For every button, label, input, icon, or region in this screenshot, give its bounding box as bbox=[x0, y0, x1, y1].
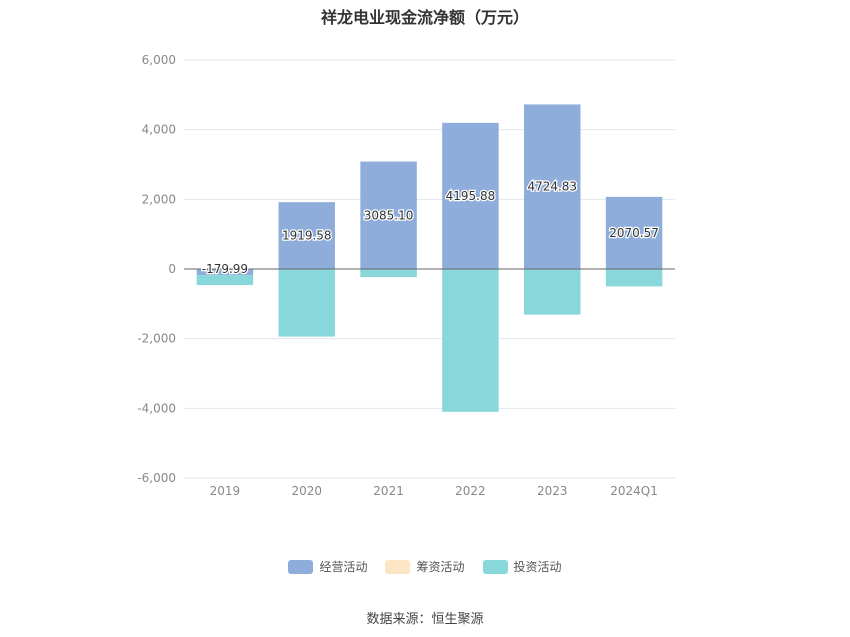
source-note: 数据来源：恒生聚源 bbox=[366, 612, 484, 627]
bar bbox=[278, 202, 335, 269]
legend-swatch-investing bbox=[482, 559, 508, 574]
legend-item-operating[interactable]: 经营活动 bbox=[288, 558, 367, 575]
x-tick-label: 2019 bbox=[210, 484, 241, 498]
x-tick-label: 2024Q1 bbox=[610, 484, 658, 498]
bar bbox=[442, 122, 499, 270]
data-label: -179.99 bbox=[202, 262, 248, 276]
bar bbox=[278, 269, 335, 337]
data-label: 4195.88 bbox=[446, 189, 496, 203]
bar bbox=[360, 161, 417, 269]
y-tick-label: -2,000 bbox=[137, 332, 176, 346]
legend-label-financing: 筹资活动 bbox=[416, 560, 465, 574]
chart-title: 祥龙电业现金流净额（万元） bbox=[320, 8, 529, 27]
legend-item-investing[interactable]: 投资活动 bbox=[482, 558, 562, 575]
bars bbox=[196, 104, 663, 412]
y-tick-label: 2,000 bbox=[142, 192, 176, 206]
bar bbox=[524, 269, 581, 315]
data-label: 2070.57 bbox=[609, 226, 659, 240]
x-tick-label: 2021 bbox=[373, 484, 404, 498]
bar bbox=[442, 269, 499, 412]
legend-item-financing[interactable]: 筹资活动 bbox=[385, 558, 465, 575]
y-tick-label: -4,000 bbox=[137, 401, 176, 415]
y-tick-label: 0 bbox=[168, 262, 176, 276]
legend: 经营活动 筹资活动 投资活动 bbox=[0, 558, 850, 575]
axes: -6,000 -4,000 -2,000 0 2,000 4,000 6,000 2019 20… bbox=[137, 53, 675, 498]
data-label: 4724.83 bbox=[527, 180, 577, 194]
x-tick-label: 2020 bbox=[291, 484, 322, 498]
bar bbox=[524, 104, 581, 269]
y-tick-label: 4,000 bbox=[142, 123, 176, 137]
bar bbox=[196, 269, 254, 276]
data-labels: -179.99 1919.58 3085.10 4195.88 4724.83 2070.… bbox=[201, 178, 661, 277]
bar bbox=[605, 196, 663, 269]
x-tick-label: 2022 bbox=[455, 484, 486, 498]
bar bbox=[196, 275, 254, 286]
y-tick-label: -6,000 bbox=[137, 471, 176, 485]
x-tick-label: 2023 bbox=[537, 484, 568, 498]
legend-label-operating: 经营活动 bbox=[319, 560, 368, 574]
y-tick-label: 6,000 bbox=[142, 53, 176, 67]
legend-swatch-financing bbox=[385, 559, 411, 574]
data-label: 1919.58 bbox=[282, 229, 332, 243]
bar bbox=[360, 269, 417, 278]
data-label: 3085.10 bbox=[364, 208, 414, 222]
legend-label-investing: 投资活动 bbox=[513, 560, 562, 574]
grid-lines bbox=[184, 59, 675, 479]
bar bbox=[605, 269, 663, 287]
legend-swatch-operating bbox=[288, 559, 314, 574]
